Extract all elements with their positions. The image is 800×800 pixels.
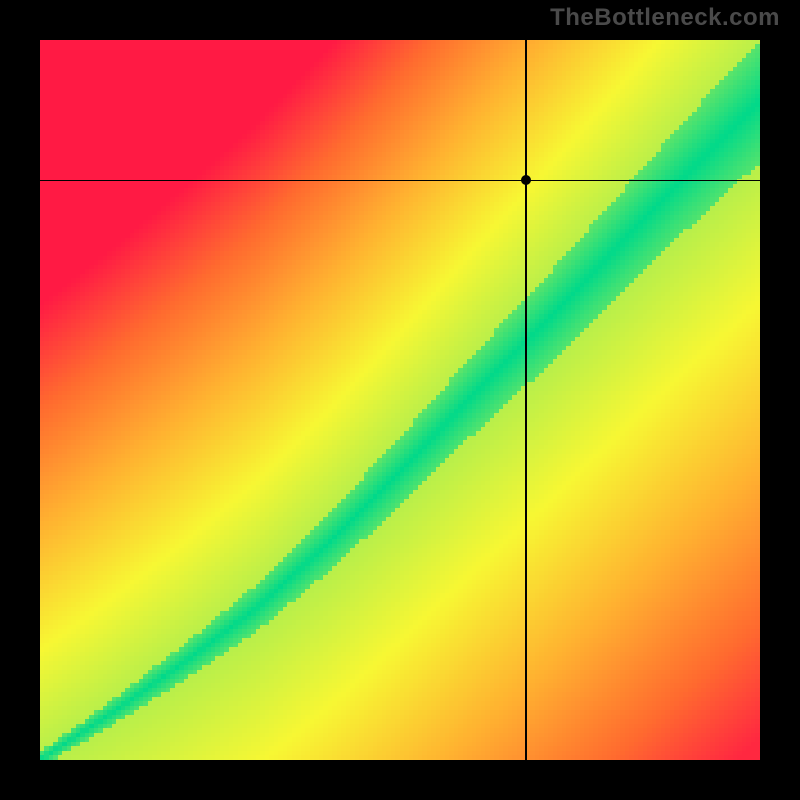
crosshair-horizontal	[40, 180, 760, 182]
crosshair-marker	[521, 175, 531, 185]
heatmap-canvas	[40, 40, 760, 760]
crosshair-vertical	[525, 40, 527, 760]
watermark-label: TheBottleneck.com	[550, 4, 780, 32]
chart-frame: TheBottleneck.com	[0, 0, 800, 800]
plot-area	[40, 40, 760, 760]
